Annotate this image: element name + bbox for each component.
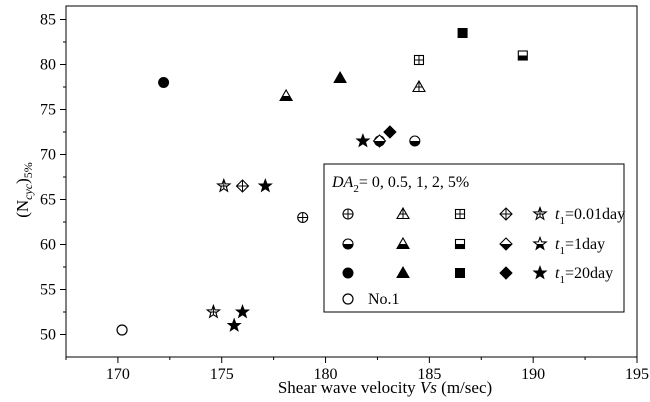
legend-marker-diamond-half (499, 237, 513, 251)
point-triangle-filled (333, 70, 347, 83)
legend-marker-star-filled (532, 265, 548, 280)
data-points (116, 28, 528, 336)
y-tick-label: 85 (40, 12, 56, 29)
y-tick-label: 55 (40, 282, 56, 299)
legend-row-rest-2: =20day (565, 265, 613, 282)
point-square-filled (457, 28, 468, 38)
y-tick-label: 75 (40, 102, 56, 119)
y-tick-label: 65 (40, 192, 56, 209)
legend-marker-square-cross (454, 208, 466, 220)
point-square-cross (413, 54, 425, 66)
legend-marker-no1 (342, 293, 354, 305)
point-diamond-half (372, 134, 387, 148)
y-axis-title: (Ncyc)5% (13, 162, 35, 218)
legend-row-label-2: t1=20day (555, 265, 613, 286)
x-axis-title-var: Vs (420, 378, 437, 397)
point-star-filled (355, 133, 371, 148)
point-star-filled (234, 304, 251, 319)
point-circle-cross (297, 211, 309, 224)
legend-marker-square-filled (455, 268, 465, 278)
legend-row-var-1: t (555, 236, 560, 253)
legend-marker-triangle-half (396, 236, 410, 250)
x-tick-label: 180 (314, 366, 338, 383)
legend-box (323, 163, 625, 313)
point-diamond-filled (383, 125, 397, 139)
legend-marker-circle-filled (342, 267, 354, 279)
y-tick-label: 70 (40, 147, 56, 164)
legend-row-rest-0: =0.01day (565, 206, 625, 223)
plot-area-border (65, 5, 638, 358)
x-tick-label: 195 (625, 366, 649, 383)
legend-row-var-2: t (555, 265, 560, 282)
y-tick-label: 80 (40, 57, 56, 74)
legend-marker-square-half (454, 238, 466, 250)
legend-marker-circle-half (342, 238, 354, 250)
x-axis-title-text: Shear wave velocity (278, 378, 420, 397)
legend-header-sub: 2 (353, 183, 359, 195)
legend-header-var: DA (331, 174, 354, 191)
point-star-filled (226, 317, 242, 332)
x-axis-title-unit: (m/sec) (437, 378, 492, 397)
legend-no1-label: No.1 (368, 291, 400, 308)
legend-row-sub-0: 1 (559, 215, 565, 227)
point-triangle-half (279, 88, 294, 102)
legend-header: DA2= 0, 0.5, 1, 2, 5% (331, 174, 469, 195)
legend-row-label-0: t1=0.01day (555, 206, 625, 227)
point-circle-half (409, 135, 421, 147)
point-star-filled (257, 178, 273, 193)
legend-marker-star-half (532, 235, 548, 251)
point-diamond-cross (235, 179, 250, 193)
y-tick-label: 50 (40, 327, 56, 344)
point-circle-open (116, 324, 128, 336)
point-triangle-cross (412, 79, 426, 93)
legend-row-label-1: t1=1day (555, 236, 605, 257)
legend-row-sub-2: 1 (559, 274, 565, 286)
y-axis-title-pct: 5% (21, 162, 35, 178)
y-axis-title-base: (N (13, 200, 32, 218)
legend-marker-triangle-filled (396, 265, 410, 278)
legend: DA2= 0, 0.5, 1, 2, 5% t1=0.01day t1=1day… (323, 163, 625, 313)
legend-row-sub-1: 1 (559, 245, 565, 257)
x-tick-label: 170 (106, 366, 130, 383)
point-circle-filled (158, 77, 170, 88)
point-star-cross (205, 303, 222, 319)
legend-row-rest-1: =1day (565, 236, 605, 253)
x-tick-label: 175 (210, 366, 234, 383)
y-axis: 50 55 60 65 70 75 80 85 (40, 12, 66, 344)
plot-frame (65, 5, 638, 358)
x-axis-title: Shear wave velocity Vs (m/sec) (278, 378, 492, 397)
legend-header-rest: = 0, 0.5, 1, 2, 5% (359, 174, 469, 191)
y-tick-label: 60 (40, 237, 56, 254)
x-tick-label: 190 (521, 366, 545, 383)
legend-marker-diamond-cross (499, 207, 513, 221)
y-axis-title-sub: cyc (21, 183, 35, 200)
point-star-cross (216, 177, 232, 193)
x-axis: 170 175 180 185 190 195 (65, 357, 649, 383)
legend-row-var-0: t (555, 206, 560, 223)
x-tick-label: 185 (417, 366, 441, 383)
legend-rows (342, 205, 548, 305)
legend-marker-circle-cross (342, 208, 354, 220)
legend-marker-diamond-filled (499, 266, 513, 280)
y-axis-title-close: ) (13, 178, 32, 184)
point-square-half (517, 50, 528, 61)
